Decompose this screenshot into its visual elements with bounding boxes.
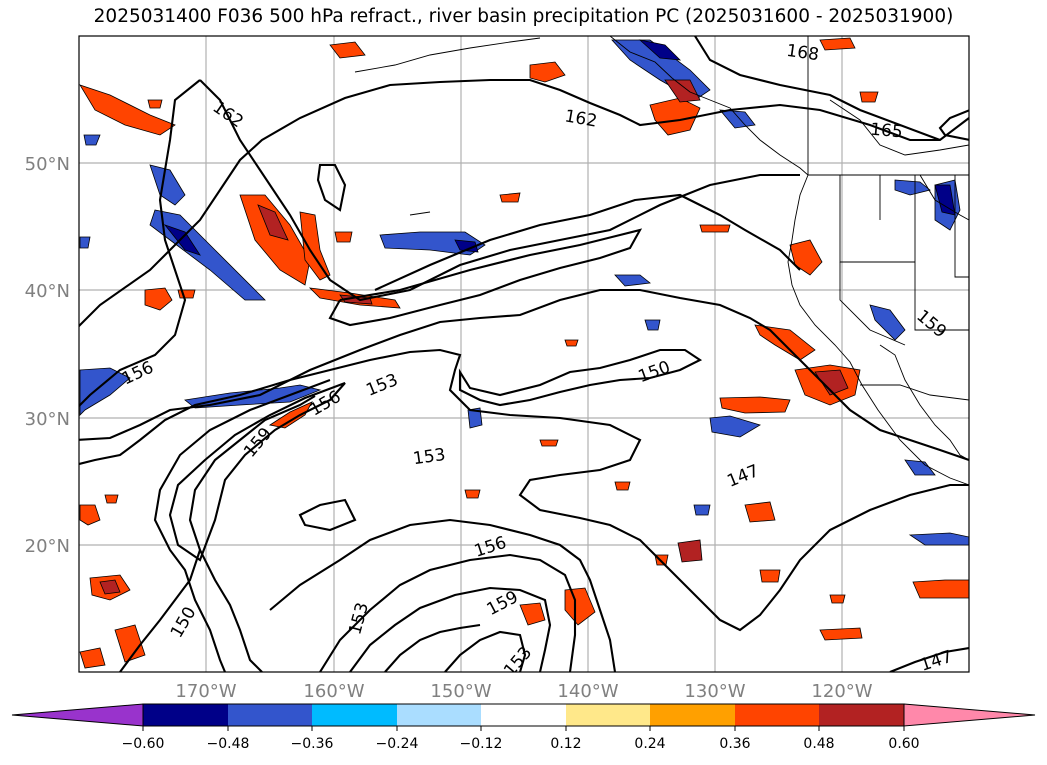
lon-tick-labels: 170°W 160°W 150°W 140°W 130°W 120°W bbox=[175, 681, 872, 702]
colorbar-tick-label: −0.12 bbox=[460, 736, 503, 752]
lon-tick-label: 160°W bbox=[303, 681, 364, 702]
colorbar-tick-label: −0.60 bbox=[122, 736, 165, 752]
map-panel: 162 162 168 165 156 153 156 159 153 150 … bbox=[79, 36, 969, 672]
colorbar-tick-label: 0.36 bbox=[719, 736, 750, 752]
lat-tick-label: 40°N bbox=[25, 281, 70, 302]
colorbar-segment bbox=[397, 704, 481, 726]
colorbar-tick-label: −0.24 bbox=[376, 736, 419, 752]
colorbar-high-extend bbox=[903, 703, 1036, 727]
lat-tick-labels: 50°N 40°N 30°N 20°N bbox=[25, 154, 70, 557]
map-frame bbox=[78, 35, 970, 673]
lat-tick-label: 30°N bbox=[25, 409, 70, 430]
colorbar: −0.60 −0.48 −0.36 −0.24 −0.12 0.12 0.24 … bbox=[11, 703, 1036, 752]
positive-anomaly-patches bbox=[79, 37, 969, 669]
colorbar-segment bbox=[735, 704, 819, 726]
colorbar-segment bbox=[228, 704, 312, 726]
lon-tick-label: 120°W bbox=[811, 681, 872, 702]
lon-tick-label: 150°W bbox=[430, 681, 491, 702]
lon-tick-label: 170°W bbox=[175, 681, 236, 702]
colorbar-tick-label: −0.36 bbox=[291, 736, 334, 752]
contour-label: 165 bbox=[869, 120, 903, 143]
colorbar-tick-label: −0.48 bbox=[207, 736, 250, 752]
colorbar-segment bbox=[312, 704, 397, 726]
height-contours bbox=[79, 36, 969, 672]
colorbar-segment bbox=[143, 704, 228, 726]
colorbar-segment bbox=[481, 704, 566, 726]
lat-tick-label: 50°N bbox=[25, 154, 70, 175]
colorbar-low-extend bbox=[11, 703, 144, 727]
lat-tick-label: 20°N bbox=[25, 536, 70, 557]
coastlines bbox=[354, 36, 969, 486]
colorbar-tick-label: 0.48 bbox=[803, 736, 834, 752]
lon-tick-label: 130°W bbox=[684, 681, 745, 702]
colorbar-tick-label: 0.12 bbox=[550, 736, 581, 752]
map-title: 2025031400 F036 500 hPa refract., river … bbox=[93, 6, 954, 27]
colorbar-segment bbox=[650, 704, 735, 726]
lon-tick-label: 140°W bbox=[557, 681, 618, 702]
gridlines bbox=[79, 36, 969, 672]
colorbar-segment bbox=[819, 704, 904, 726]
colorbar-segment bbox=[566, 704, 650, 726]
colorbar-tick-label: 0.24 bbox=[634, 736, 665, 752]
contour-label: 168 bbox=[785, 41, 820, 65]
colorbar-tick-label: 0.60 bbox=[888, 736, 919, 752]
contour-label: 153 bbox=[412, 445, 447, 469]
